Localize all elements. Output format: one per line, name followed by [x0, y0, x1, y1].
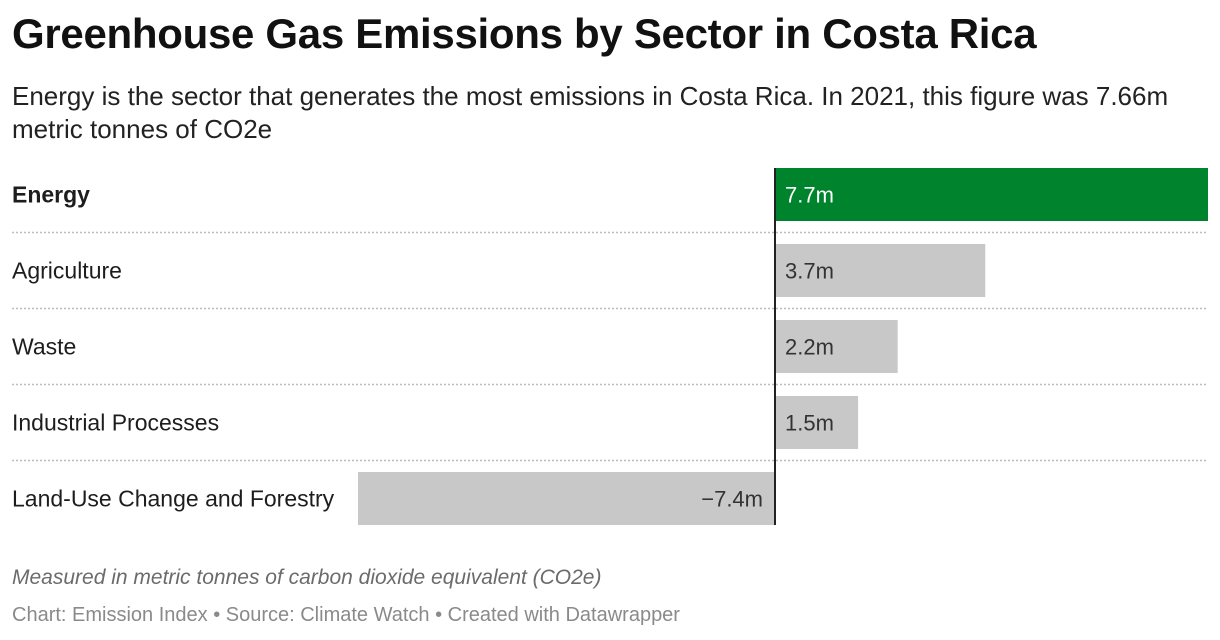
category-label: Waste: [12, 334, 76, 360]
bar-chart: Energy Agriculture Waste Industrial Process…: [12, 168, 1208, 525]
category-label: Agriculture: [12, 258, 122, 284]
value-label: 3.7m: [785, 259, 834, 284]
bars: [358, 168, 1208, 525]
bar: [775, 396, 859, 449]
value-label: 1.5m: [785, 411, 834, 436]
category-label: Industrial Processes: [12, 410, 219, 436]
bar: [775, 244, 986, 297]
value-label: 7.7m: [785, 183, 834, 208]
value-label: 2.2m: [785, 335, 834, 360]
category-label: Land-Use Change and Forestry: [12, 486, 335, 512]
chart-subtitle: Energy is the sector that generates the …: [12, 81, 1169, 144]
bar: [358, 472, 775, 525]
bar: [775, 320, 898, 373]
category-label: Energy: [12, 182, 90, 208]
value-labels: 7.7m 3.7m 2.2m 1.5m −7.4m: [701, 183, 834, 512]
category-labels: Energy Agriculture Waste Industrial Process…: [12, 182, 335, 512]
source-footer: Chart: Emission Index • Source: Climate …: [12, 604, 680, 626]
bar: [775, 168, 1208, 221]
value-label: −7.4m: [701, 487, 763, 512]
chart-title: Greenhouse Gas Emissions by Sector in Co…: [12, 10, 1037, 57]
row-separators: [12, 231, 1208, 462]
measurement-note: Measured in metric tonnes of carbon diox…: [12, 566, 602, 589]
